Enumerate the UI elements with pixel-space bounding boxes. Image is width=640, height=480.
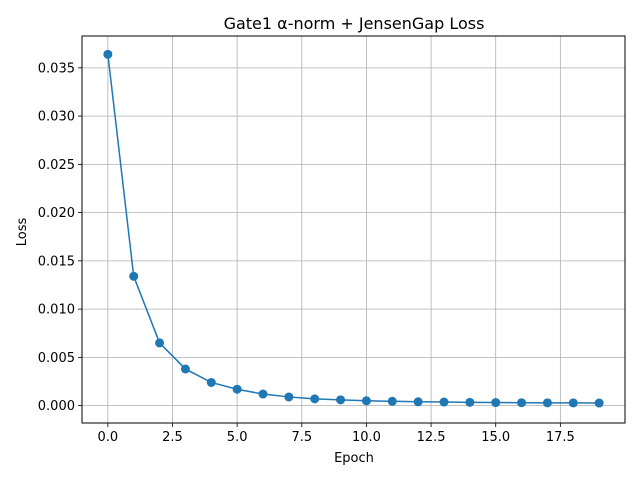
- data-point: [439, 397, 449, 407]
- x-tick-label: 7.5: [291, 430, 312, 445]
- data-point: [155, 338, 165, 348]
- data-point: [206, 377, 216, 387]
- x-tick-label: 2.5: [162, 430, 183, 445]
- x-tick-label: 12.5: [417, 430, 446, 445]
- chart-title: Gate1 α-norm + JensenGap Loss: [224, 14, 485, 33]
- y-axis-label: Loss: [15, 218, 30, 247]
- data-point: [517, 398, 527, 408]
- x-tick-label: 5.0: [227, 430, 248, 445]
- data-point: [258, 389, 268, 399]
- y-tick-label: 0.010: [38, 303, 75, 318]
- data-point: [180, 364, 190, 374]
- x-tick-label: 15.0: [481, 430, 510, 445]
- data-point: [542, 398, 552, 408]
- y-tick-label: 0.020: [38, 206, 75, 221]
- data-point: [103, 49, 113, 59]
- x-axis-label: Epoch: [334, 451, 374, 466]
- data-point: [413, 397, 423, 407]
- data-point: [284, 392, 294, 402]
- series-line: [107, 54, 600, 404]
- y-tick-label: 0.030: [38, 110, 75, 125]
- y-axis-ticks: 0.000 0.005 0.010 0.015 0.020 0.025 0.030 0.035: [38, 61, 82, 414]
- data-point: [465, 397, 475, 407]
- data-point: [594, 398, 604, 408]
- x-axis-ticks: 0.0 2.5 5.0 7.5 10.0 12.5 15.0 17.5: [98, 423, 575, 445]
- data-point: [568, 398, 578, 408]
- plot-frame: [81, 35, 626, 424]
- x-tick-label: 10.0: [352, 430, 381, 445]
- data-point: [129, 271, 139, 281]
- data-point: [491, 398, 501, 408]
- y-tick-label: 0.035: [38, 61, 75, 76]
- grid: [82, 36, 625, 423]
- data-point: [361, 396, 371, 406]
- series-group: [103, 49, 604, 408]
- x-tick-label: 17.5: [546, 430, 575, 445]
- x-tick-label: 0.0: [98, 430, 119, 445]
- y-tick-label: 0.000: [38, 399, 75, 414]
- data-point: [336, 395, 346, 405]
- y-tick-label: 0.015: [38, 254, 75, 269]
- y-tick-label: 0.005: [38, 351, 75, 366]
- data-point: [387, 396, 397, 406]
- y-tick-label: 0.025: [38, 158, 75, 173]
- data-point: [232, 384, 242, 394]
- data-point: [310, 394, 320, 404]
